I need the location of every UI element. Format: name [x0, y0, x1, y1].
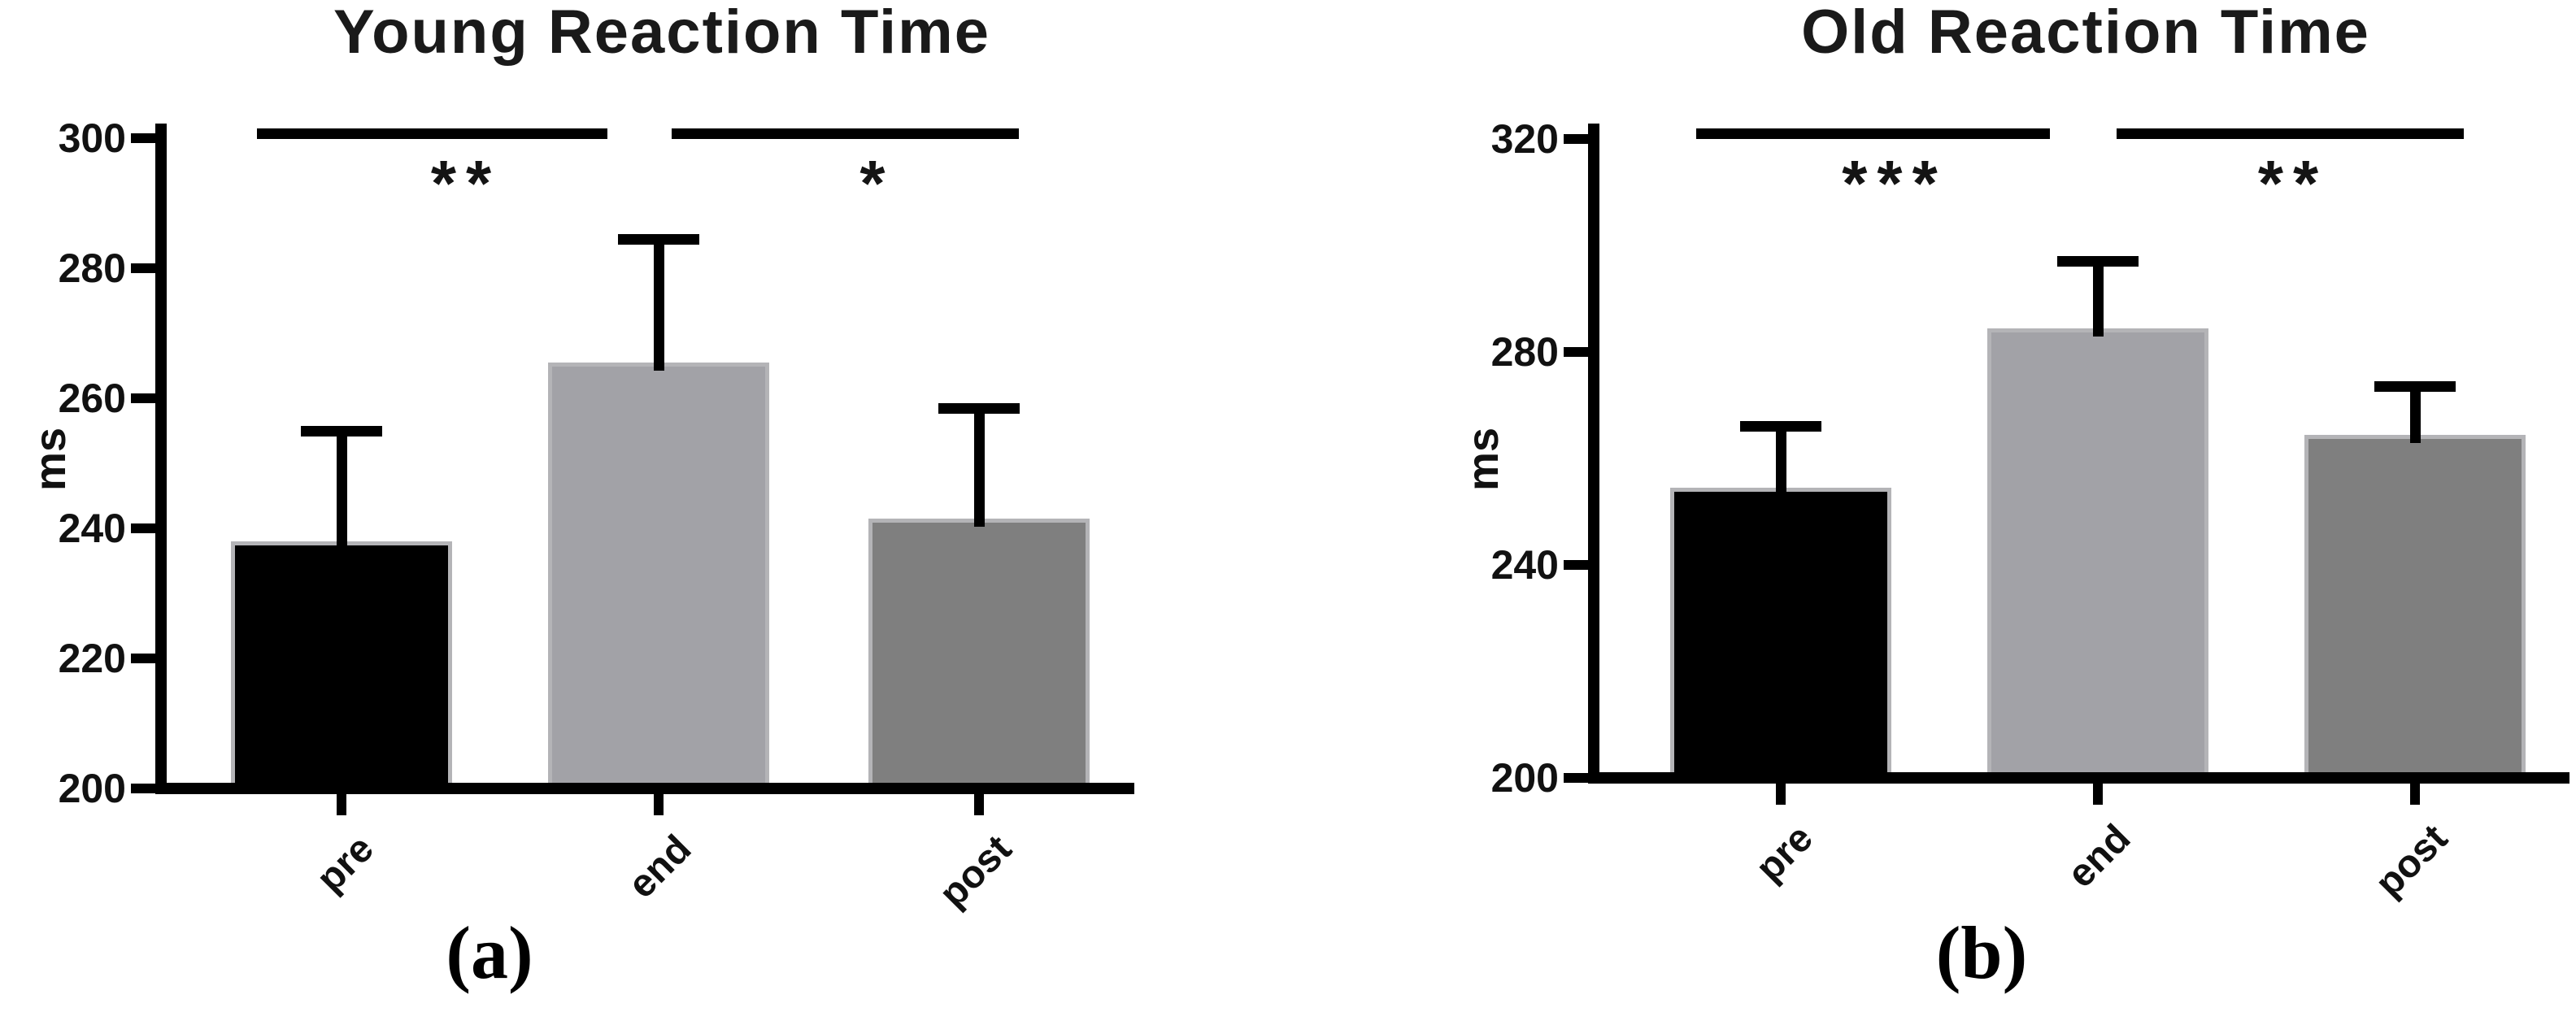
significance-bracket	[2117, 128, 2464, 139]
y-tick-label: 240	[1490, 542, 1559, 588]
significance-stars: **	[430, 147, 502, 219]
error-bar-cap-end	[2057, 256, 2139, 267]
y-tick-label: 200	[1490, 755, 1559, 801]
bar-end	[1987, 328, 2208, 784]
error-bar-stem-pre	[336, 431, 347, 549]
panel-b-letter: (b)	[1935, 911, 2028, 994]
y-tick	[1564, 560, 1588, 570]
significance-stars: *	[859, 147, 895, 219]
y-tick-label: 260	[58, 376, 126, 421]
x-tick	[2410, 784, 2420, 805]
y-tick	[131, 654, 155, 663]
y-tick	[1564, 347, 1588, 357]
error-bar-cap-post	[938, 402, 1020, 414]
error-bar-cap-end	[618, 233, 699, 245]
error-bar-cap-pre	[1740, 421, 1821, 432]
significance-stars: **	[2257, 147, 2329, 219]
y-tick-label: 280	[1490, 329, 1559, 375]
error-bar-cap-pre	[301, 425, 382, 437]
y-tick	[131, 133, 155, 143]
error-bar-stem-post	[2409, 386, 2421, 443]
panel-b-y-axis-label: ms	[1459, 427, 1508, 492]
bar-end	[548, 363, 769, 794]
error-bar-stem-pre	[1775, 426, 1786, 496]
significance-stars: ***	[1842, 147, 1947, 219]
error-bar-cap-post	[2374, 381, 2456, 393]
x-tick-label: end	[2059, 816, 2139, 897]
significance-bracket	[672, 128, 1019, 139]
y-tick-label: 320	[1490, 116, 1559, 162]
y-tick-label: 240	[58, 506, 126, 551]
error-bar-stem-post	[973, 408, 985, 527]
significance-bracket	[257, 128, 607, 139]
x-tick-label: post	[930, 827, 1020, 916]
x-axis-line	[155, 783, 1134, 794]
y-tick	[1564, 134, 1588, 144]
x-tick-label: pre	[308, 827, 383, 901]
y-tick	[131, 523, 155, 533]
panel-a-title: Young Reaction Time	[333, 0, 990, 67]
bar-post	[868, 519, 1090, 794]
y-tick	[131, 263, 155, 273]
bar-pre	[1670, 488, 1891, 784]
y-tick	[131, 393, 155, 403]
y-tick-label: 220	[58, 636, 126, 681]
panel-b-title: Old Reaction Time	[1801, 0, 2370, 67]
y-tick-label: 200	[58, 766, 126, 811]
x-tick	[337, 794, 346, 815]
error-bar-stem-end	[2092, 261, 2104, 337]
panel-a-letter: (a)	[446, 911, 533, 994]
y-tick-label: 300	[58, 115, 126, 161]
y-axis-line	[155, 124, 167, 794]
y-axis-line	[1588, 124, 1599, 784]
bar-post	[2304, 434, 2526, 784]
significance-bracket	[1696, 128, 2050, 139]
bar-pre	[231, 541, 452, 794]
x-tick-label: end	[620, 827, 700, 907]
x-tick	[974, 794, 984, 815]
x-axis-line	[1588, 772, 2569, 784]
x-tick-label: post	[2366, 816, 2456, 906]
error-bar-stem-end	[653, 239, 664, 371]
y-tick	[1564, 773, 1588, 783]
x-tick-label: pre	[1747, 816, 1822, 890]
x-tick	[654, 794, 664, 815]
x-tick	[2093, 784, 2103, 805]
x-tick	[1776, 784, 1786, 805]
panel-a-y-axis-label: ms	[26, 427, 75, 492]
y-tick-label: 280	[58, 245, 126, 291]
y-tick	[131, 784, 155, 793]
